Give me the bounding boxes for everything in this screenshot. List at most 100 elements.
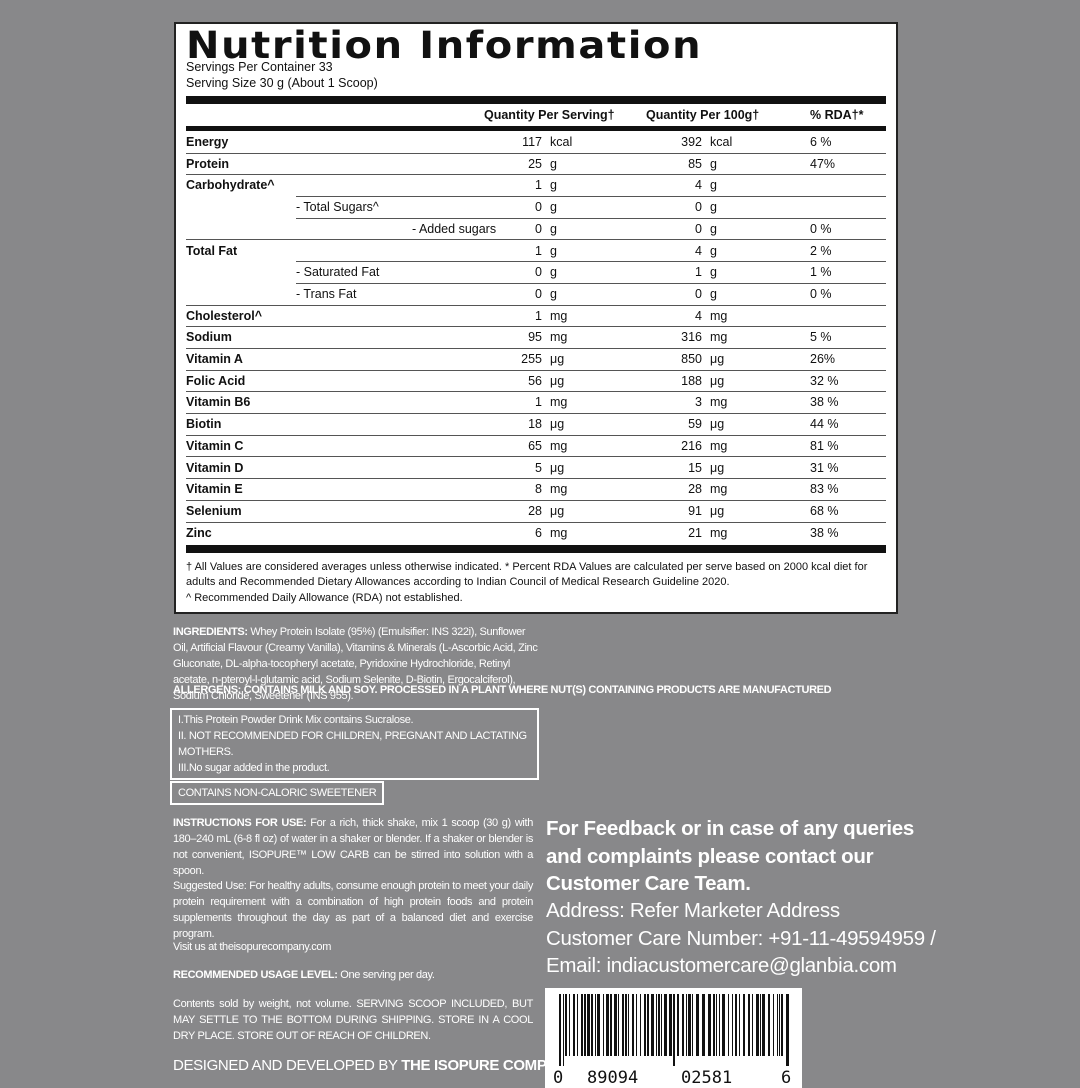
barcode-bar [606,994,609,1056]
per-serving: 95 [528,330,542,345]
barcode-bar [696,994,699,1056]
barcode-bar [658,994,660,1056]
barcode-bar [748,994,750,1056]
barcode-bar [587,994,590,1056]
nutrition-panel: Nutrition Information Servings Per Conta… [174,22,898,614]
rda: 26% [810,352,836,366]
per-100g: 850 [681,352,702,366]
per-100g-unit: mg [710,308,728,323]
barcode-bar [777,994,778,1056]
barcode-digit: 0 [553,1068,564,1088]
per-serving: 0 [535,221,542,236]
per-100g: 4 [695,178,702,193]
barcode-bar [702,994,705,1056]
per-100g: 1 [695,265,702,280]
rda: 68 % [810,503,839,518]
per-100g: 21 [688,525,702,540]
nutrition-row: Vitamin C 65 mg 216 mg 81 % [186,436,886,458]
row-rule [186,347,886,349]
barcode: 0 89094 02581 6 [545,988,802,1088]
nutrient-name: Biotin [186,417,222,432]
barcode-bar [677,994,679,1056]
per-serving: 65 [528,438,542,453]
barcode-bar [565,994,567,1056]
nutrition-row: - Added sugars 0 g 0 g 0 % [186,219,886,241]
barcode-bar [756,994,759,1056]
panel-title: Nutrition Information [186,24,703,67]
per-serving: 0 [535,265,542,280]
label: RECOMMENDED USAGE LEVEL: [173,969,338,981]
nutrition-row: Vitamin D 5 μg 15 μg 31 % [186,458,886,480]
per-100g: 28 [688,482,702,497]
visit: Visit us at theisopurecompany.com [173,941,332,953]
nutrient-name: - Saturated Fat [296,265,380,280]
rda: 38 % [810,395,839,410]
servings: Servings Per Container 33 [186,60,333,74]
nutrient-name: Vitamin C [186,438,244,453]
per-serving-unit: g [550,265,557,280]
nutrition-row: - Total Sugars^ 0 g 0 g [186,197,886,219]
barcode-digit: 6 [781,1068,792,1088]
row-rule [186,456,886,458]
rda: 5 % [810,330,832,345]
rda: 2 % [810,243,832,258]
footnote: † All Values are considered averages unl… [186,561,868,588]
nutrient-name: Vitamin A [186,352,243,366]
per-100g-unit: mg [710,482,728,497]
nutrient-name: Protein [186,156,230,171]
row-rule [186,369,886,371]
per-serving-unit: μg [550,460,565,475]
barcode-bar [577,994,578,1056]
per-serving-unit: kcal [550,135,573,149]
per-100g: 392 [681,135,702,149]
per-serving: 8 [535,482,542,497]
nutrient-name: Folic Acid [186,373,246,388]
barcode-bar [640,994,641,1056]
per-100g: 59 [688,417,702,432]
warning: II. NOT RECOMMENDED FOR CHILDREN, PREGNA… [178,730,527,758]
suggested-use: Suggested Use: For healthy adults, consu… [173,880,533,940]
per-serving-unit: mg [550,308,568,323]
barcode-bar [628,994,629,1056]
barcode-bar [673,994,675,1066]
barcode-bar [728,994,729,1056]
per-serving: 28 [528,503,542,518]
per-100g: 316 [681,330,702,345]
per-serving-unit: mg [550,395,568,410]
barcode-bar [622,994,624,1056]
text: CONTAINS NON-CALORIC SWEETENER [178,787,377,799]
rda: 47% [810,156,836,171]
barcode-bar [692,994,693,1056]
per-100g: 4 [695,243,702,258]
row-rule [186,304,886,306]
warning: I.This Protein Powder Drink Mix contains… [178,714,414,726]
nutrition-row: Energy 117 kcal 392 kcal 6 % [186,132,886,154]
heading-line: and complaints please contact our [546,844,874,868]
per-100g-unit: μg [710,417,725,432]
label: DESIGNED AND DEVELOPED BY [173,1057,398,1074]
heading-line: For Feedback or in case of any queries [546,817,914,840]
label: INSTRUCTIONS FOR USE: [173,817,307,829]
per-serving: 56 [528,373,542,388]
per-serving-unit: μg [550,417,565,432]
per-serving-unit: mg [550,482,568,497]
contact-line: Address: Refer Marketer Address [546,899,840,922]
row-rule [296,217,886,219]
row-rule [186,239,886,241]
nutrition-row: Vitamin A 255 μg 850 μg 26% [186,349,886,371]
barcode-bar [719,994,720,1056]
warning-box: I.This Protein Powder Drink Mix contains… [170,708,539,780]
barcode-bar [760,994,761,1056]
per-serving-unit: mg [550,525,568,540]
column-header: % RDA†* [810,108,864,122]
nutrient-name: Vitamin D [186,460,244,475]
barcode-bar [732,994,733,1056]
per-serving: 5 [535,460,542,475]
contact-lines: Address: Refer Marketer Address Customer… [546,897,936,980]
per-100g: 0 [695,221,702,236]
barcode-bar [762,994,765,1056]
per-serving-unit: g [550,156,557,171]
per-100g: 0 [695,286,702,301]
barcode-bar [647,994,649,1056]
barcode-bar [563,994,564,1066]
